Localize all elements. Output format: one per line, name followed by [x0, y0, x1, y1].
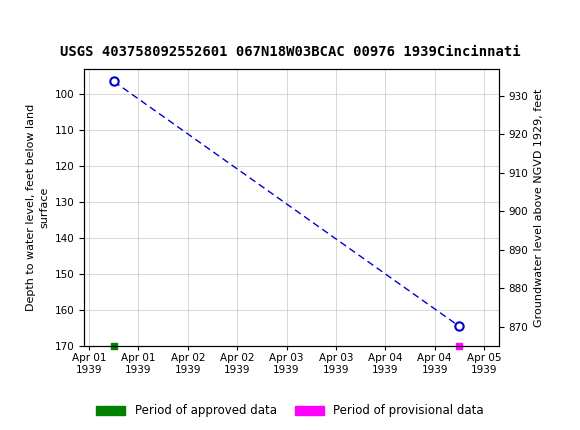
Y-axis label: Groundwater level above NGVD 1929, feet: Groundwater level above NGVD 1929, feet: [534, 88, 544, 327]
Text: USGS 403758092552601 067N18W03BCAC 00976 1939Cincinnati: USGS 403758092552601 067N18W03BCAC 00976…: [60, 45, 520, 59]
Legend: Period of approved data, Period of provisional data: Period of approved data, Period of provi…: [91, 399, 489, 422]
Text: ≋USGS: ≋USGS: [3, 6, 74, 25]
Y-axis label: Depth to water level, feet below land
surface: Depth to water level, feet below land su…: [26, 104, 49, 311]
